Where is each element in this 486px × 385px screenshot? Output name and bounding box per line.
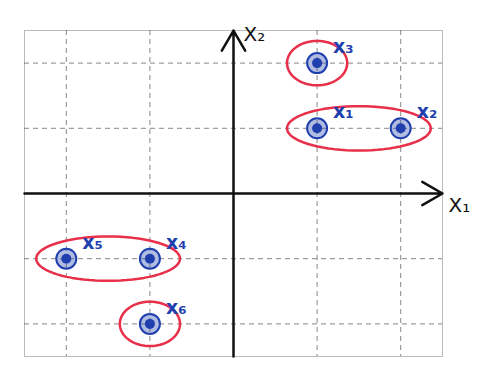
svg-text:x₁: x₁ (333, 100, 354, 122)
svg-text:x₄: x₄ (166, 231, 187, 253)
svg-text:x₂: x₂ (417, 100, 438, 122)
svg-text:X₁: X₁ (449, 193, 471, 217)
svg-text:X₂: X₂ (244, 22, 266, 46)
svg-text:x₅: x₅ (82, 231, 103, 253)
svg-text:x₃: x₃ (333, 35, 354, 57)
svg-text:x₆: x₆ (166, 296, 187, 318)
